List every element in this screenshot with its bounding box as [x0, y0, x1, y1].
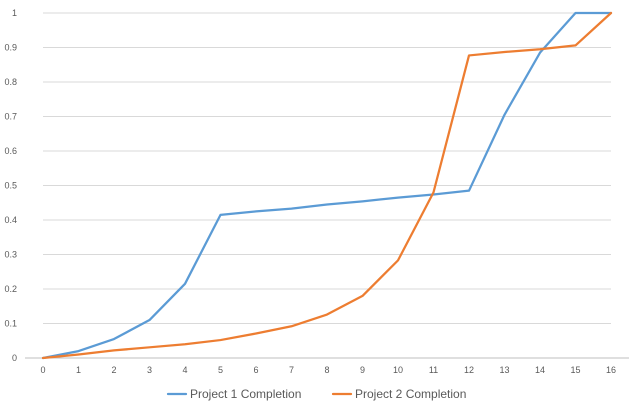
y-tick-label: 0.8 [4, 77, 17, 87]
x-tick-label: 0 [40, 365, 45, 375]
legend-label-project-2: Project 2 Completion [355, 387, 466, 401]
x-tick-label: 16 [606, 365, 616, 375]
legend-label-project-1: Project 1 Completion [190, 387, 301, 401]
y-tick-label: 1 [12, 8, 17, 18]
y-tick-label: 0.6 [4, 146, 17, 156]
x-tick-label: 6 [253, 365, 258, 375]
x-tick-label: 2 [111, 365, 116, 375]
y-tick-label: 0.1 [4, 319, 17, 329]
x-tick-label: 7 [289, 365, 294, 375]
x-tick-label: 4 [182, 365, 187, 375]
x-tick-label: 10 [393, 365, 403, 375]
x-tick-label: 5 [218, 365, 223, 375]
y-tick-label: 0.3 [4, 250, 17, 260]
y-tick-label: 0.7 [4, 112, 17, 122]
y-axis-tick-labels: 0 0.1 0.2 0.3 0.4 0.5 0.6 0.7 0.8 0.9 1 [4, 8, 17, 363]
x-tick-label: 11 [429, 365, 438, 375]
x-axis-tick-labels: 0 1 2 3 4 5 6 7 8 9 10 11 12 13 14 15 16 [40, 365, 616, 375]
x-tick-label: 13 [499, 365, 509, 375]
x-tick-label: 1 [76, 365, 81, 375]
series-line-project-2 [41, 11, 613, 360]
series-line-project-1 [41, 11, 613, 360]
y-tick-label: 0.4 [4, 215, 17, 225]
y-tick-label: 0.9 [4, 43, 17, 53]
x-tick-label: 15 [570, 365, 580, 375]
x-tick-label: 3 [147, 365, 152, 375]
y-tick-label: 0.2 [4, 284, 17, 294]
x-tick-label: 9 [360, 365, 365, 375]
gridlines [43, 12, 611, 324]
y-tick-label: 0.5 [4, 181, 17, 191]
y-tick-label: 0 [12, 353, 17, 363]
series-lines [41, 11, 613, 360]
x-tick-label: 12 [464, 365, 474, 375]
legend: Project 1 Completion Project 2 Completion [166, 387, 466, 401]
x-tick-label: 8 [324, 365, 329, 375]
x-tick-label: 14 [535, 365, 545, 375]
